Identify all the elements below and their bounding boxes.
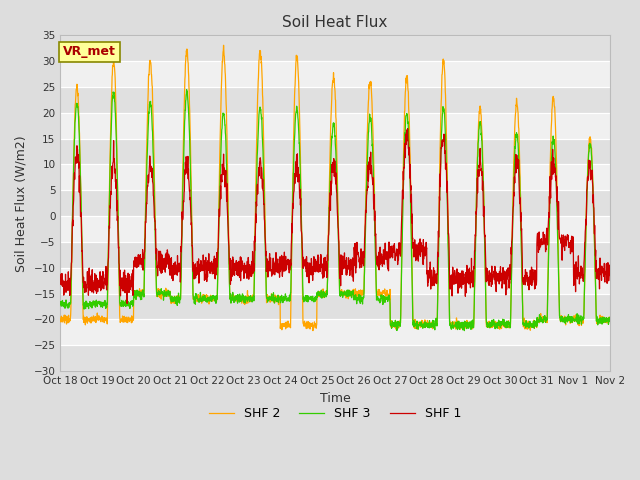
SHF 1 xyxy=(210,256,218,262)
SHF 2 xyxy=(210,294,218,300)
SHF 1 xyxy=(606,266,614,272)
SHF 3 xyxy=(210,293,218,299)
Line: SHF 2: SHF 2 xyxy=(60,45,610,331)
SHF 3 xyxy=(558,317,566,323)
Bar xyxy=(60,242,610,268)
SHF 2 xyxy=(558,317,566,323)
SHF 1 xyxy=(56,277,64,283)
SHF 3 xyxy=(56,301,64,307)
SHF 1 xyxy=(124,300,131,306)
Bar xyxy=(60,113,610,139)
Bar xyxy=(60,190,610,216)
SHF 2 xyxy=(364,129,371,135)
SHF 2 xyxy=(606,317,614,323)
SHF 1 xyxy=(404,126,412,132)
Bar xyxy=(60,36,610,61)
Legend: SHF 2, SHF 3, SHF 1: SHF 2, SHF 3, SHF 1 xyxy=(204,402,466,425)
Line: SHF 3: SHF 3 xyxy=(60,90,610,331)
Line: SHF 1: SHF 1 xyxy=(60,129,610,303)
SHF 1 xyxy=(495,281,503,287)
X-axis label: Time: Time xyxy=(320,392,351,405)
SHF 2 xyxy=(351,286,359,292)
SHF 2 xyxy=(220,42,227,48)
SHF 2 xyxy=(573,316,581,322)
Bar xyxy=(60,87,610,113)
Bar xyxy=(60,320,610,345)
SHF 1 xyxy=(364,187,371,192)
SHF 3 xyxy=(573,311,581,317)
SHF 3 xyxy=(461,328,468,334)
SHF 2 xyxy=(56,319,64,324)
Bar xyxy=(60,139,610,165)
Bar xyxy=(60,216,610,242)
Bar xyxy=(60,345,610,371)
Text: VR_met: VR_met xyxy=(63,46,116,59)
SHF 3 xyxy=(606,316,614,322)
SHF 2 xyxy=(495,322,503,328)
SHF 3 xyxy=(495,322,503,327)
Y-axis label: Soil Heat Flux (W/m2): Soil Heat Flux (W/m2) xyxy=(15,135,28,272)
Bar xyxy=(60,294,610,320)
SHF 1 xyxy=(351,249,359,254)
Bar xyxy=(60,268,610,294)
Bar xyxy=(60,165,610,190)
Title: Soil Heat Flux: Soil Heat Flux xyxy=(282,15,388,30)
SHF 3 xyxy=(183,87,191,93)
SHF 3 xyxy=(364,166,371,171)
SHF 2 xyxy=(309,328,317,334)
SHF 1 xyxy=(558,235,566,241)
SHF 3 xyxy=(351,297,359,303)
SHF 1 xyxy=(573,265,581,271)
Bar xyxy=(60,61,610,87)
